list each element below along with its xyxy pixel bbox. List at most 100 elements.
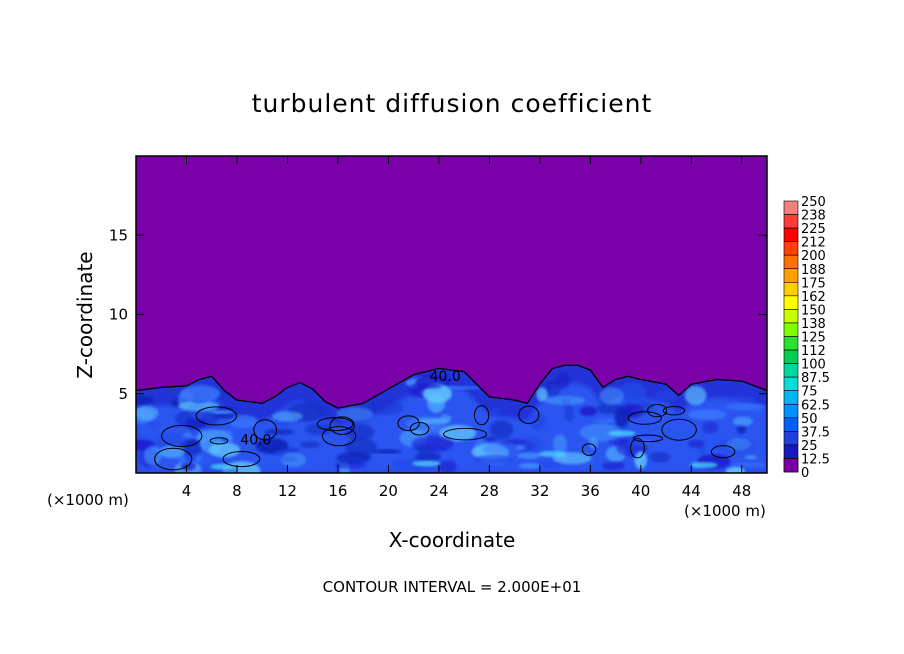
- colorbar: 2502382252122001881751621501381251121008…: [783, 195, 830, 481]
- turbulence-blob: [439, 424, 477, 442]
- colorbar-swatch: [783, 403, 799, 419]
- turbulence-blob: [564, 404, 575, 422]
- contour-loop: [222, 450, 261, 468]
- high-value-streak: [607, 430, 636, 437]
- colorbar-label: 37.5: [801, 425, 830, 440]
- turbulence-blob: [725, 466, 746, 473]
- contour-loop: [154, 447, 193, 471]
- x-tick-label: 20: [379, 482, 398, 500]
- turbulence-blob: [688, 409, 728, 420]
- turbulence-blob: [599, 387, 624, 405]
- contour-loop: [329, 416, 355, 436]
- high-value-streak: [538, 450, 567, 457]
- turbulence-blob: [579, 423, 622, 442]
- x-axis-label: X-coordinate: [389, 528, 516, 552]
- colorbar-label: 12.5: [801, 452, 830, 467]
- colorbar-label: 112: [801, 344, 826, 359]
- turbulence-blob: [730, 462, 767, 468]
- turbulence-blob: [608, 438, 628, 445]
- high-value-streak: [412, 460, 441, 467]
- colorbar-label: 238: [801, 209, 826, 224]
- x-unit-label: (×1000 m): [684, 502, 766, 520]
- colorbar-label: 212: [801, 236, 826, 251]
- turbulence-blob: [518, 463, 542, 469]
- colorbar-label: 188: [801, 263, 826, 278]
- y-axis: 5 10 15: [109, 226, 767, 403]
- turbulence-blob: [474, 454, 513, 464]
- turbulence-blob: [636, 401, 654, 414]
- contour-labels: 40.0 40.0: [240, 369, 460, 448]
- turbulence-blob: [634, 451, 647, 469]
- contour-loop: [316, 417, 354, 432]
- colorbar-swatch: [783, 227, 799, 242]
- plot-area: [136, 156, 767, 473]
- chart-title: turbulent diffusion coefficient: [252, 89, 653, 118]
- turbulence-blob: [213, 414, 235, 419]
- turbulence-blob: [555, 372, 571, 389]
- turbulence-blob: [369, 399, 404, 415]
- x-tick-label: 48: [732, 482, 751, 500]
- colorbar-label: 125: [801, 331, 826, 346]
- turbulence-blob: [524, 435, 544, 455]
- turbulence-blob: [417, 444, 434, 456]
- y-tick-label: 5: [118, 385, 128, 403]
- x-tick-label: 40: [631, 482, 650, 500]
- turbulence-blob: [143, 445, 162, 466]
- colorbar-label: 200: [801, 249, 826, 264]
- contour-loop: [195, 406, 238, 426]
- high-value-streak: [210, 463, 239, 470]
- turbulence-blob: [732, 416, 753, 427]
- turbulence-blob: [736, 423, 747, 435]
- colorbar-label: 162: [801, 290, 826, 305]
- turbulence-blob: [654, 389, 678, 402]
- contour-loop: [710, 445, 736, 459]
- x-tick-label: 8: [232, 482, 242, 500]
- turbulence-blob: [158, 445, 185, 458]
- x-tick-label: 28: [480, 482, 499, 500]
- colorbar-label: 75: [801, 385, 818, 400]
- turbulence-blob: [530, 413, 546, 430]
- turbulence-blob: [372, 449, 402, 454]
- turbulence-blob: [482, 436, 497, 442]
- turbulence-blob: [537, 460, 564, 469]
- colorbar-label: 138: [801, 317, 826, 332]
- colorbar-label: 250: [801, 195, 826, 210]
- colorbar-label: 175: [801, 276, 826, 291]
- x-tick-label: 24: [429, 482, 448, 500]
- turbulence-blob: [300, 441, 321, 448]
- colorbar-swatch: [783, 200, 799, 215]
- contour-loop: [662, 405, 686, 416]
- colorbar-swatch: [783, 322, 799, 337]
- colorbar-swatch: [783, 336, 799, 351]
- turbulence-blob: [593, 418, 622, 424]
- contour-loop: [161, 424, 203, 448]
- x-tick-label: 36: [581, 482, 600, 500]
- contour-loop: [630, 438, 645, 459]
- turbulence-blob: [614, 407, 630, 427]
- contour-loop: [647, 403, 668, 418]
- x-axis: 4 8 12 16 20 24 28 32 36 40 44 48: [182, 156, 751, 500]
- turbulence-blob: [336, 407, 374, 421]
- contour-loop: [321, 426, 357, 447]
- contour-loop: [253, 419, 278, 441]
- contour-loop: [632, 434, 664, 443]
- turbulence-blob: [136, 395, 154, 404]
- colorbar-label: 25: [801, 439, 818, 454]
- colorbar-swatch: [783, 431, 799, 446]
- turbulence-blob: [208, 442, 241, 458]
- turbulence-blob: [684, 385, 707, 406]
- contour-line: [136, 364, 767, 409]
- x-tick-label: 12: [278, 482, 297, 500]
- contour-loop: [518, 405, 540, 425]
- turbulence-blob: [305, 423, 333, 436]
- turbulence-blob: [438, 460, 457, 473]
- contour-loop: [397, 415, 420, 432]
- y-tick-label: 15: [109, 226, 128, 244]
- turbulence-blob: [744, 455, 758, 460]
- contour-value-label: 40.0: [240, 432, 271, 448]
- turbulence-blob: [136, 433, 149, 438]
- colorbar-label: 225: [801, 222, 826, 237]
- turbulence-blob: [186, 439, 198, 447]
- contour-loop: [473, 405, 490, 426]
- turbulence-blob: [516, 452, 541, 459]
